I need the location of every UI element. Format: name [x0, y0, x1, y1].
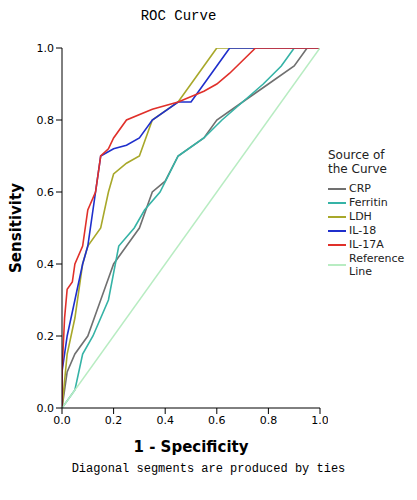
- svg-text:0.0: 0.0: [53, 414, 71, 427]
- html-text:Reference Line: Reference Line: [349, 252, 405, 278]
- svg-text:1.0: 1.0: [311, 414, 328, 427]
- svg-text:Sensitivity: Sensitivity: [8, 183, 25, 273]
- html-text:Ferritin: Ferritin: [349, 196, 388, 209]
- svg-text:0.4: 0.4: [37, 258, 55, 271]
- svg-text:0.6: 0.6: [37, 186, 55, 199]
- html-text:LDH: LDH: [349, 210, 372, 223]
- html-text:CRP: CRP: [349, 182, 371, 195]
- svg-text:0.2: 0.2: [105, 414, 123, 427]
- svg-text:0.8: 0.8: [260, 414, 278, 427]
- svg-text:0.4: 0.4: [156, 414, 174, 427]
- svg-text:1.0: 1.0: [37, 42, 55, 55]
- svg-text:1 - Specificity: 1 - Specificity: [134, 438, 249, 456]
- svg-text:0.8: 0.8: [37, 114, 55, 127]
- html-text:Diagonal segments are produced: Diagonal segments are produced by ties: [71, 462, 346, 476]
- svg-text:0.6: 0.6: [208, 414, 226, 427]
- html-text:IL-18: IL-18: [349, 224, 377, 237]
- html-text:ROC Curve: ROC Curve: [140, 8, 217, 24]
- html-text:IL-17A: IL-17A: [349, 238, 384, 251]
- svg-text:0.2: 0.2: [37, 330, 55, 343]
- html-text:Source of the Curve: Source of the Curve: [328, 148, 387, 176]
- svg-text:0.0: 0.0: [37, 402, 55, 415]
